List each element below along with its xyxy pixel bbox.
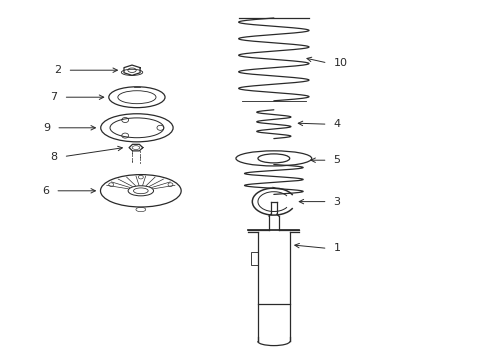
Text: 6: 6	[42, 186, 49, 196]
Text: 2: 2	[54, 65, 61, 75]
Text: 4: 4	[333, 119, 340, 129]
Text: 3: 3	[333, 197, 340, 207]
Text: 9: 9	[43, 123, 50, 133]
Text: 10: 10	[333, 58, 347, 68]
Bar	[251, 252, 257, 265]
Text: 1: 1	[333, 243, 340, 253]
Text: 7: 7	[50, 92, 58, 102]
Text: 8: 8	[50, 152, 58, 162]
Text: 5: 5	[333, 155, 340, 165]
